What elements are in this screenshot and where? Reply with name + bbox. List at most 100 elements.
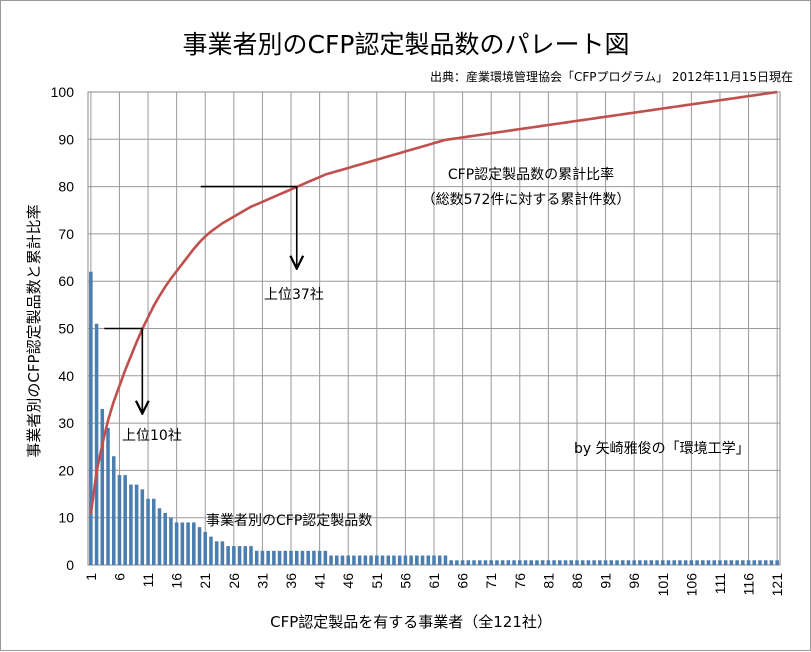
- bar: [260, 550, 265, 565]
- bar: [506, 560, 511, 565]
- bar: [180, 522, 185, 565]
- bar: [237, 546, 242, 565]
- bar: [317, 550, 322, 565]
- bar: [701, 560, 705, 565]
- chart-title: 事業者別のCFP認定製品数のパレート図: [183, 30, 630, 59]
- bar: [472, 560, 476, 565]
- bar: [363, 555, 368, 565]
- bar: [129, 484, 133, 565]
- bar: [752, 560, 757, 565]
- bar: [392, 555, 396, 565]
- bar: [643, 560, 648, 565]
- bar: [163, 512, 167, 565]
- bar: [89, 271, 93, 565]
- bar: [174, 522, 179, 565]
- bar: [546, 560, 551, 565]
- bar: [294, 550, 299, 565]
- x-tick-label: 81: [540, 573, 556, 589]
- bar: [660, 560, 665, 565]
- y-tick-label: 20: [58, 462, 74, 478]
- y-tick-label: 30: [58, 415, 74, 431]
- bar: [535, 560, 539, 565]
- y-tick-label: 90: [58, 131, 74, 147]
- bar: [609, 560, 614, 565]
- bar: [123, 475, 127, 565]
- bar: [243, 546, 248, 565]
- bar: [540, 560, 545, 565]
- x-tick-label: 116: [741, 573, 757, 596]
- credit-label: by 矢崎雅俊の「環境工学」: [574, 441, 750, 457]
- line-series-sublabel: （総数572件に対する累計件数）: [422, 192, 631, 208]
- bar: [186, 522, 190, 565]
- bar: [575, 560, 579, 565]
- x-tick-label: 61: [426, 573, 442, 589]
- bar: [746, 560, 751, 565]
- bar: [598, 560, 602, 565]
- bar: [758, 560, 762, 565]
- y-tick-label: 60: [58, 273, 74, 289]
- bar: [483, 560, 488, 565]
- bar: [197, 527, 202, 565]
- bar: [397, 555, 402, 565]
- bar: [558, 560, 562, 565]
- bar: [437, 555, 442, 565]
- bar: [477, 560, 482, 565]
- bar: [146, 498, 150, 565]
- bar: [638, 560, 642, 565]
- bar: [300, 550, 305, 565]
- x-tick-label: 111: [712, 573, 728, 594]
- bar: [432, 555, 436, 565]
- bar: [666, 560, 671, 565]
- bar: [569, 560, 574, 565]
- bar: [403, 555, 408, 565]
- bar: [512, 560, 516, 565]
- x-tick-label: 96: [626, 573, 642, 589]
- bar: [455, 560, 459, 565]
- x-tick-label: 71: [483, 573, 499, 589]
- x-tick-label: 106: [683, 573, 699, 597]
- bar: [466, 560, 471, 565]
- bar: [272, 550, 276, 565]
- source-note: 出典：産業環境管理協会「CFPプログラム」 2012年11月15日現在: [430, 69, 793, 84]
- bar: [335, 555, 339, 565]
- bar: [346, 555, 350, 565]
- y-tick-label: 100: [51, 84, 75, 100]
- bar: [249, 546, 253, 565]
- bar: [329, 555, 333, 565]
- bar: [94, 323, 99, 565]
- bar: [741, 560, 745, 565]
- bar: [712, 560, 717, 565]
- top10-label: 上位10社: [122, 428, 182, 444]
- x-tick-label: 101: [655, 573, 671, 597]
- bar: [357, 555, 362, 565]
- x-tick-label: 121: [769, 573, 785, 597]
- x-tick-label: 86: [569, 573, 585, 589]
- bar: [306, 550, 310, 565]
- bar: [683, 560, 688, 565]
- bar: [409, 555, 413, 565]
- bar: [603, 560, 608, 565]
- bar: [729, 560, 734, 565]
- bar: [169, 517, 173, 565]
- y-tick-label: 70: [58, 226, 74, 242]
- bar: [586, 560, 591, 565]
- bar: [157, 508, 162, 565]
- bar: [352, 555, 356, 565]
- bar: [289, 550, 293, 565]
- bar: [323, 550, 328, 565]
- bar: [226, 546, 230, 565]
- bar: [192, 522, 196, 565]
- bar: [100, 408, 105, 565]
- x-tick-label: 6: [111, 573, 127, 581]
- y-axis-label: 事業者別のCFP認定製品数と累計比率: [25, 204, 43, 457]
- x-tick-label: 91: [598, 573, 614, 589]
- bar: [106, 427, 110, 565]
- line-series-label: CFP認定製品数の累計比率: [448, 166, 614, 183]
- bar: [689, 560, 694, 565]
- y-tick-label: 10: [58, 510, 74, 526]
- x-tick-label: 1: [83, 573, 99, 581]
- bar: [375, 555, 379, 565]
- bar: [632, 560, 636, 565]
- bar: [552, 560, 556, 565]
